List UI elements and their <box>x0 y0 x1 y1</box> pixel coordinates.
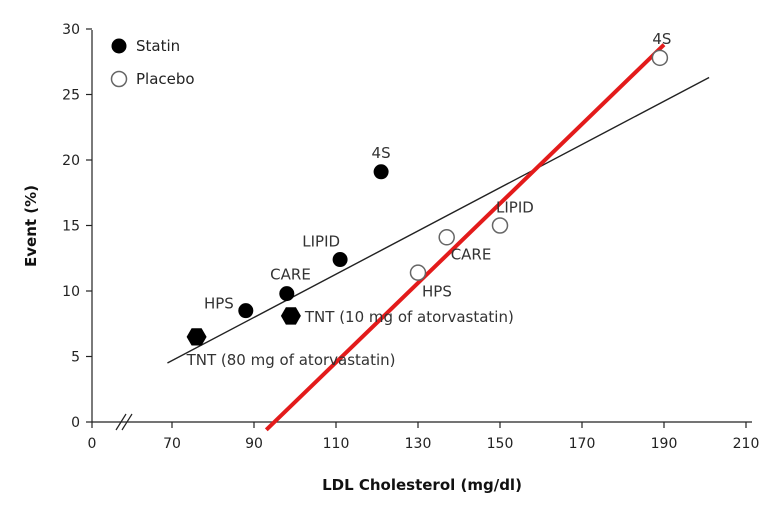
point-statin-tnt-10-mg-of-atorvastatin <box>280 307 301 325</box>
y-tick-label: 20 <box>62 153 80 169</box>
y-tick-label: 15 <box>62 219 80 235</box>
label-statin-lipid: LIPID <box>302 233 340 251</box>
legend-label-placebo: Placebo <box>136 70 195 88</box>
y-tick-label: 5 <box>71 350 80 366</box>
label-placebo-hps: HPS <box>422 283 452 301</box>
axes <box>91 30 752 431</box>
axis-break <box>115 413 133 431</box>
label-placebo-care: CARE <box>451 245 492 263</box>
x-tick-label: 70 <box>163 436 181 452</box>
red-overlay-line <box>264 43 666 432</box>
legend: Statin Placebo <box>110 37 195 88</box>
label-statin-care: CARE <box>270 266 311 284</box>
point-placebo-lipid <box>491 217 509 234</box>
point-statin-4s <box>373 164 389 180</box>
x-tick-label: 130 <box>405 436 432 452</box>
label-placebo-lipid: LIPID <box>496 199 534 217</box>
data-points: 4S LIPID CARE HPS TNT (10 mg of atorvastatin… <box>186 30 672 369</box>
point-statin-lipid <box>332 252 348 268</box>
point-statin-care <box>279 286 295 302</box>
legend-label-statin: Statin <box>136 37 180 55</box>
y-axis-title: Event (%) <box>22 185 40 267</box>
label-statin-4s: 4S <box>372 144 391 162</box>
x-tick-label: 210 <box>733 436 760 452</box>
point-placebo-4s <box>651 49 669 67</box>
y-ticks: 0 5 10 15 20 25 30 <box>62 22 92 431</box>
label-placebo-4s: 4S <box>652 30 671 48</box>
y-tick-label: 0 <box>71 415 80 431</box>
point-statin-tnt-80-mg-of-atorvastatin <box>186 328 207 346</box>
y-tick-label: 10 <box>62 284 80 300</box>
x-axis-title: LDL Cholesterol (mg/dl) <box>322 476 522 494</box>
x-tick-label: 0 <box>88 436 97 452</box>
label-statin-tnt-80-mg-of-atorvastatin: TNT (80 mg of atorvastatin) <box>186 351 396 369</box>
label-statin-tnt-10-mg-of-atorvastatin: TNT (10 mg of atorvastatin) <box>304 308 514 326</box>
x-tick-label: 90 <box>245 436 263 452</box>
point-statin-hps <box>238 303 254 319</box>
legend-marker-placebo <box>110 70 128 88</box>
regression-line <box>167 76 710 364</box>
legend-marker-statin <box>111 38 127 54</box>
point-placebo-hps <box>409 264 427 281</box>
trend-lines <box>167 43 710 432</box>
point-placebo-care <box>438 229 455 246</box>
y-tick-label: 30 <box>62 22 80 38</box>
x-tick-label: 110 <box>323 436 350 452</box>
label-statin-hps: HPS <box>204 295 234 313</box>
y-tick-label: 25 <box>62 88 80 104</box>
x-tick-label: 190 <box>651 436 678 452</box>
x-tick-label: 170 <box>569 436 596 452</box>
x-tick-label: 150 <box>487 436 514 452</box>
x-ticks: 0 70 90 110 130 150 170 190 210 <box>88 422 760 452</box>
